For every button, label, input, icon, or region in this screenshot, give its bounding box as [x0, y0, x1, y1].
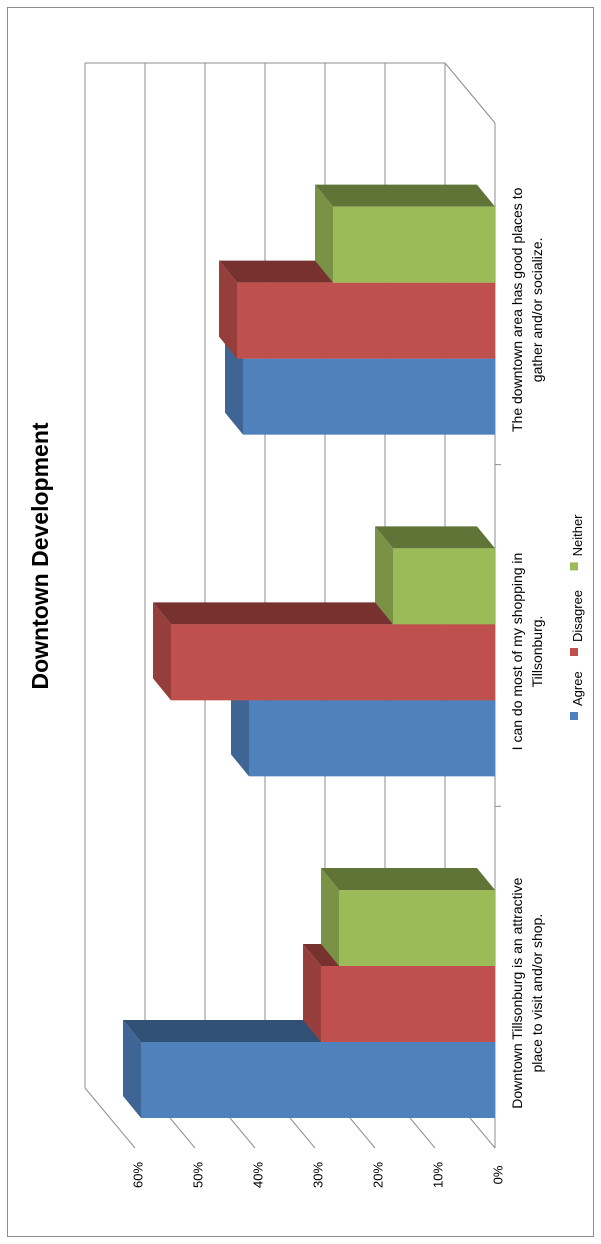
y-tick-label: 20% [370, 1162, 385, 1188]
category-label: gather and/or socialize. [529, 237, 545, 382]
bar-side [321, 868, 495, 890]
bar-top [375, 526, 393, 625]
bar [393, 548, 495, 625]
bar-top [219, 260, 237, 359]
category-label: Downtown Tillsonburg is an attractive [509, 877, 525, 1108]
bar [339, 890, 495, 966]
category-axis: Downtown Tillsonburg is an attractive pla… [509, 187, 545, 1108]
bar-side [375, 526, 495, 549]
chart-title: Downtown Development [27, 422, 53, 689]
legend-label: Neither [570, 514, 585, 557]
floor-gridline [84, 1087, 136, 1149]
legend-swatch [570, 712, 578, 720]
bar [237, 282, 495, 359]
bar-top [321, 868, 339, 966]
bar-top [123, 1020, 141, 1118]
y-tick-label: 0% [490, 1165, 505, 1184]
bars [123, 184, 495, 1118]
bar-top [225, 336, 243, 435]
legend-swatch [570, 562, 578, 571]
category-label: I can do most of my shopping in [509, 553, 525, 751]
y-tick-label: 60% [130, 1162, 145, 1188]
bar [171, 624, 495, 701]
y-tick-label: 40% [250, 1162, 265, 1188]
legend-label: Disagree [570, 590, 585, 642]
bar [243, 358, 495, 435]
y-tick-label: 50% [190, 1162, 205, 1188]
bar [321, 966, 495, 1042]
bar-top [153, 602, 171, 701]
value-axis: 0% 10% 20% 30% 40% 50% 60% [130, 1162, 505, 1188]
bar [333, 206, 495, 283]
y-tick-label: 30% [310, 1162, 325, 1188]
y-tick-label: 10% [430, 1162, 445, 1188]
bar-side [315, 184, 495, 207]
legend-swatch [570, 648, 578, 656]
bar-top [315, 184, 333, 283]
bar [141, 1042, 495, 1118]
floor-edge [444, 62, 496, 124]
bar-top [303, 944, 321, 1042]
category-label: place to visit and/or shop. [529, 914, 545, 1073]
category-label: The downtown area has good places to [509, 187, 525, 432]
legend: Agree Disagree Neither [570, 514, 585, 720]
bar [249, 700, 495, 777]
category-label: Tillsonburg. [529, 616, 545, 688]
bar-top [231, 678, 249, 777]
legend-label: Agree [570, 671, 585, 706]
